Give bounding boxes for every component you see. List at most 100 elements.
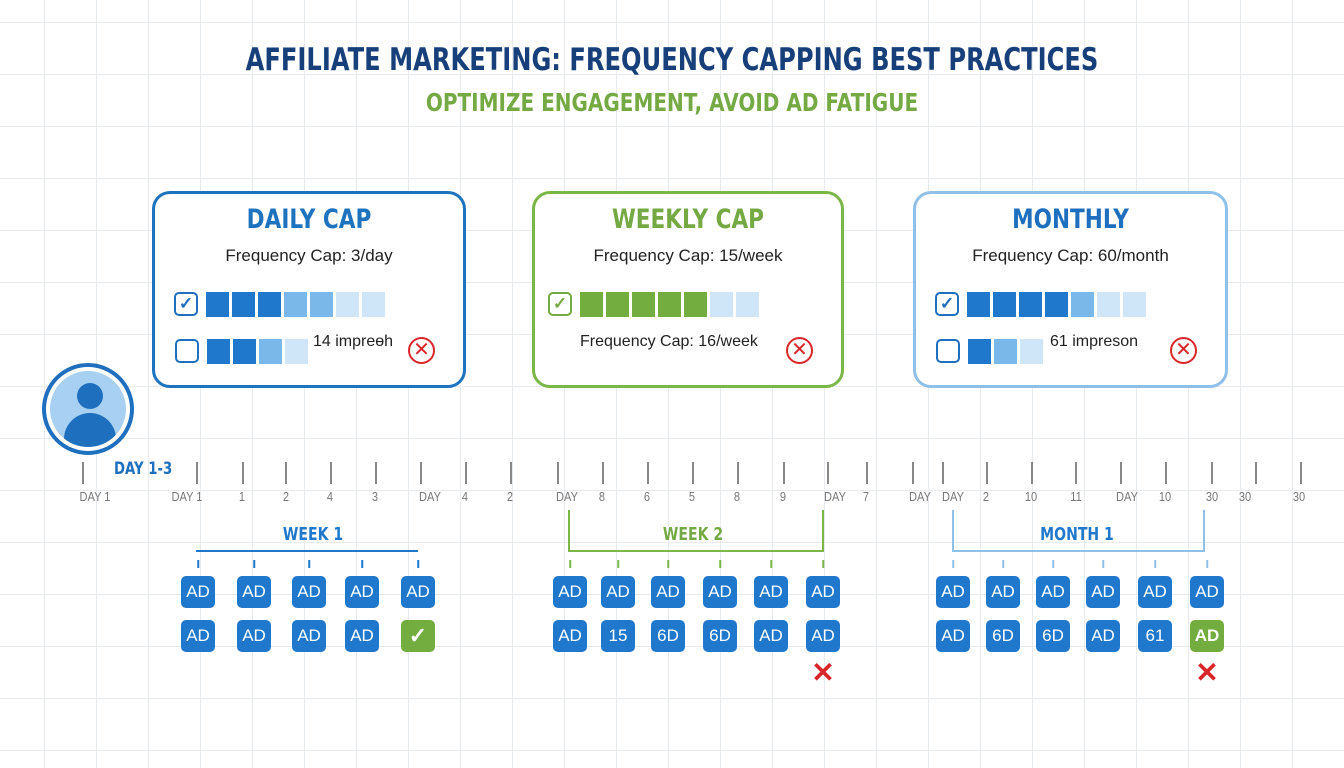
timeline-tick [465, 462, 467, 484]
timeline-tick [82, 462, 84, 484]
timeline-label: 7 [862, 489, 870, 504]
page-subtitle: OPTIMIZE ENGAGEMENT, AVOID AD FATIGUE [425, 88, 919, 117]
impression-block [362, 291, 385, 317]
ad-impression: AD [1190, 576, 1224, 608]
group-tick [617, 560, 619, 568]
impression-block [285, 338, 308, 364]
frequency-cap-text: Frequency Cap: 60/month [972, 246, 1169, 265]
timeline-tick [1075, 462, 1077, 484]
group-tick [952, 560, 954, 568]
timeline-tick [737, 462, 739, 484]
impression-row: ✓ [548, 291, 762, 317]
ad-impression: AD [237, 620, 271, 652]
ad-impression: AD [237, 576, 271, 608]
impression-block [684, 291, 707, 317]
impression-block [1020, 338, 1043, 364]
impression-block [233, 338, 256, 364]
timeline-tick [912, 462, 914, 484]
timeline-label: 11 [1070, 489, 1082, 504]
timeline-tick [602, 462, 604, 484]
impression-block [993, 291, 1016, 317]
timeline-label: 30 [1292, 489, 1306, 504]
ad-impression: AD [401, 576, 435, 608]
timeline-tick [510, 462, 512, 484]
ad-impression: AD [601, 576, 635, 608]
cap-card-weekly: WEEKLY CAP Frequency Cap: 15/week ✓ Frequen… [532, 191, 844, 388]
group-tick [1052, 560, 1054, 568]
timeline-tick [942, 462, 944, 484]
timeline-tick [1120, 462, 1122, 484]
month-1-bracket [952, 510, 1205, 552]
timeline-label: 3 [371, 489, 379, 504]
timeline-label: 2 [282, 489, 290, 504]
impression-block [967, 291, 990, 317]
ad-impression: 6D [703, 620, 737, 652]
checkbox-unchecked[interactable] [175, 339, 199, 363]
checkbox-checked[interactable]: ✓ [174, 292, 198, 316]
group-tick [569, 560, 571, 568]
ad-impression: AD [754, 620, 788, 652]
card-title: WEEKLY CAP [611, 204, 765, 235]
timeline-label: DAY [824, 489, 846, 504]
group-tick [197, 560, 199, 568]
frequency-cap-exceeded: Frequency Cap: 16/week [580, 333, 758, 350]
timeline-label: 9 [779, 489, 787, 504]
frequency-cap-text: Frequency Cap: 15/week [593, 246, 783, 265]
impression-block [1019, 291, 1042, 317]
ad-impression: 15 [601, 620, 635, 652]
timeline-tick [1165, 462, 1167, 484]
timeline-label: 6 [643, 489, 651, 504]
impression-block [580, 291, 603, 317]
timeline-label: 5 [688, 489, 696, 504]
impression-block [658, 291, 681, 317]
x-circle-icon: ✕ [1170, 337, 1197, 364]
impression-row [936, 338, 1046, 364]
frequency-cap-text: Frequency Cap: 3/day [225, 246, 393, 265]
timeline-label: 4 [326, 489, 334, 504]
impression-block [310, 291, 333, 317]
timeline-tick [1300, 462, 1302, 484]
ad-impression: AD [1138, 576, 1172, 608]
timeline-tick [285, 462, 287, 484]
timeline-tick [783, 462, 785, 484]
checkbox-checked[interactable]: ✓ [548, 292, 572, 316]
avatar [42, 363, 134, 455]
impression-block [1097, 291, 1120, 317]
ad-impression: AD [1086, 576, 1120, 608]
ad-impression: AD [754, 576, 788, 608]
timeline-tick [986, 462, 988, 484]
week-2-bracket [568, 510, 824, 552]
impression-block [736, 291, 759, 317]
ad-impression: AD [936, 620, 970, 652]
impression-block [232, 291, 255, 317]
timeline-label: 1 [238, 489, 246, 504]
impression-block [606, 291, 629, 317]
ad-impression: AD [806, 576, 840, 608]
group-tick [1002, 560, 1004, 568]
timeline-label: 8 [733, 489, 741, 504]
impression-block [1045, 291, 1068, 317]
ad-impression: AD [651, 576, 685, 608]
timeline-label: DAY [1116, 489, 1138, 504]
ad-impression: AD [1036, 576, 1070, 608]
group-tick [719, 560, 721, 568]
ad-impression: AD [986, 576, 1020, 608]
timeline-tick [1031, 462, 1033, 484]
timeline-label: 2 [982, 489, 990, 504]
ad-impression: 6D [651, 620, 685, 652]
impression-block [1123, 291, 1146, 317]
group-tick [1102, 560, 1104, 568]
timeline-label: 30 [1238, 489, 1252, 504]
x-circle-icon: ✕ [786, 337, 813, 364]
ad-impression: AD [553, 576, 587, 608]
group-tick [308, 560, 310, 568]
ad-impression: 61 [1138, 620, 1172, 652]
checkbox-unchecked[interactable] [936, 339, 960, 363]
impression-count: 14 impreɵh [313, 333, 394, 350]
timeline-tick [242, 462, 244, 484]
timeline-label: 8 [598, 489, 606, 504]
timeline-label: 4 [461, 489, 469, 504]
timeline-tick [420, 462, 422, 484]
group-tick [417, 560, 419, 568]
checkbox-checked[interactable]: ✓ [935, 292, 959, 316]
